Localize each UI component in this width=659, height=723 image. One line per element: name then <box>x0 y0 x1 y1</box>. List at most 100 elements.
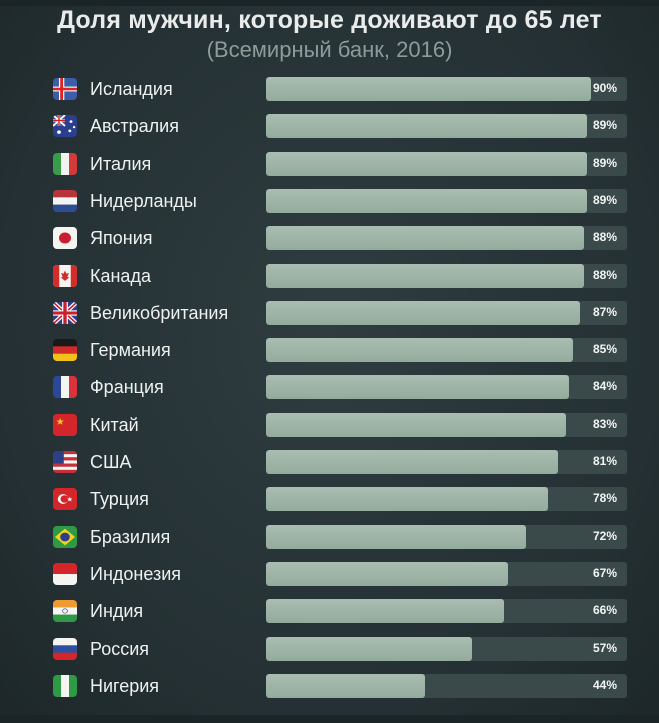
bar-row: Великобритания 87% <box>0 300 659 326</box>
category-label: Нигерия <box>90 675 160 696</box>
canada-flag-icon <box>53 264 77 287</box>
bar-track <box>266 375 627 400</box>
japan-flag-icon <box>53 227 77 250</box>
bar-row: Исландия 90% <box>0 76 659 102</box>
bar-track <box>266 226 627 251</box>
value-label: 89% <box>592 155 618 170</box>
bar-row: Турция 78% <box>0 486 659 512</box>
value-label: 89% <box>592 192 618 207</box>
russia-flag-icon <box>53 637 77 660</box>
bar <box>266 77 591 101</box>
value-label: 88% <box>592 230 618 245</box>
bar <box>266 263 584 288</box>
bar-track <box>266 673 627 698</box>
bar-row: Германия 85% <box>0 337 659 363</box>
bar-track <box>266 300 627 325</box>
bar <box>266 524 526 549</box>
italy-flag-icon <box>53 152 77 175</box>
bar-track <box>266 412 627 437</box>
category-label: Япония <box>90 228 153 249</box>
category-label: Россия <box>90 638 150 659</box>
netherlands-flag-icon <box>53 189 77 212</box>
bar-row: Китай 83% <box>0 412 659 438</box>
bar <box>266 338 573 363</box>
bar-row: Австралия 89% <box>0 113 659 139</box>
bar <box>266 599 504 624</box>
bar <box>266 412 566 437</box>
nigeria-flag-icon <box>53 674 77 697</box>
value-label: 72% <box>592 528 618 543</box>
bar-row: США 81% <box>0 449 659 475</box>
brazil-flag-icon <box>53 525 77 548</box>
germany-flag-icon <box>53 339 77 362</box>
category-label: Канада <box>90 265 151 286</box>
category-label: Бразилия <box>90 526 171 547</box>
bar-row: Бразилия 72% <box>0 524 659 550</box>
bar <box>266 188 587 213</box>
bottom-edge <box>0 715 659 723</box>
bar-row: Канада 88% <box>0 263 659 289</box>
value-label: 84% <box>592 379 618 394</box>
category-label: Индонезия <box>90 563 182 584</box>
value-label: 85% <box>592 342 618 357</box>
bar-row: Франция 84% <box>0 374 659 400</box>
category-label: США <box>90 452 132 472</box>
value-label: 87% <box>592 304 618 319</box>
iceland-flag-icon <box>53 78 77 100</box>
bar-row: Италия 89% <box>0 151 659 177</box>
bar <box>266 226 584 251</box>
bar-row: Нигерия 44% <box>0 673 659 699</box>
bar-track <box>266 561 627 586</box>
category-label: Индия <box>90 601 144 622</box>
bar-track <box>266 599 627 624</box>
chart-subtitle: (Всемирный банк, 2016) <box>206 37 453 62</box>
bar-track <box>266 188 627 213</box>
australia-flag-icon <box>53 115 77 138</box>
value-label: 44% <box>592 677 618 692</box>
value-label: 88% <box>592 267 618 282</box>
bar-track <box>266 151 627 176</box>
usa-flag-icon <box>53 451 77 473</box>
bar <box>266 673 425 698</box>
bar <box>266 151 587 176</box>
bar-track <box>266 636 627 661</box>
bar-track <box>266 338 627 363</box>
india-flag-icon <box>53 600 77 623</box>
chart-title: Доля мужчин, которые доживают до 65 лет <box>57 6 602 34</box>
category-label: Италия <box>90 153 152 174</box>
category-label: Исландия <box>90 79 173 99</box>
bar-row: Россия 57% <box>0 636 659 662</box>
value-label: 83% <box>592 416 618 431</box>
value-label: 66% <box>592 603 618 618</box>
category-label: Турция <box>90 489 149 510</box>
category-label: Великобритания <box>90 302 229 323</box>
bar-track <box>266 450 627 474</box>
uk-flag-icon <box>53 301 77 324</box>
bar <box>266 300 580 325</box>
china-flag-icon <box>53 413 77 436</box>
bar-row: Нидерланды 89% <box>0 188 659 214</box>
turkey-flag-icon <box>53 488 77 511</box>
category-label: Австралия <box>90 116 179 137</box>
bar-row: Индия 66% <box>0 598 659 624</box>
top-edge <box>0 0 659 6</box>
france-flag-icon <box>53 376 77 399</box>
bar <box>266 487 548 512</box>
bar-track <box>266 263 627 288</box>
value-label: 57% <box>592 640 618 655</box>
bar <box>266 636 472 661</box>
value-label: 89% <box>592 118 618 133</box>
bar-track <box>266 114 627 139</box>
bar <box>266 375 569 400</box>
category-label: Германия <box>90 340 171 361</box>
bar-track <box>266 487 627 512</box>
value-label: 78% <box>592 491 618 506</box>
value-label: 67% <box>592 565 618 580</box>
indonesia-flag-icon <box>53 562 77 585</box>
value-label: 90% <box>592 81 618 95</box>
category-label: Китай <box>90 414 139 435</box>
bar <box>266 450 558 474</box>
bar-row: Индонезия 67% <box>0 561 659 587</box>
category-label: Франция <box>90 377 164 398</box>
